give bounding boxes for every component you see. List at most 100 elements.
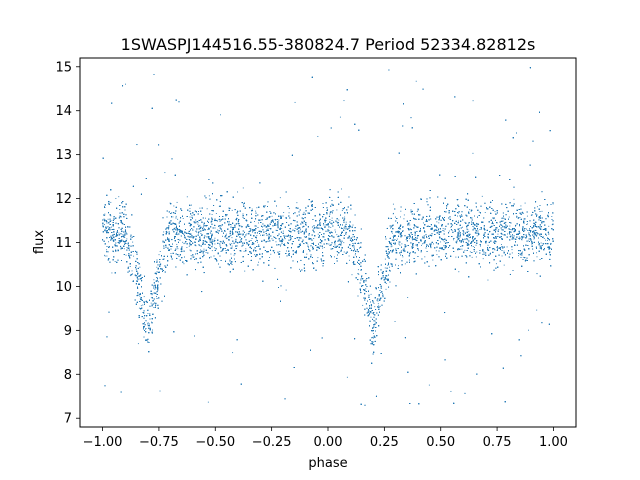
data-point: [219, 240, 221, 242]
data-point: [527, 245, 529, 247]
data-point: [186, 196, 188, 198]
data-point: [126, 238, 128, 240]
data-point: [530, 214, 532, 216]
data-point: [503, 250, 505, 252]
data-point: [271, 215, 273, 217]
data-point: [308, 237, 310, 239]
data-point: [446, 242, 448, 244]
data-point: [484, 212, 486, 213]
data-point: [372, 327, 374, 329]
data-point: [242, 187, 244, 189]
data-point: [135, 268, 137, 270]
data-point: [536, 206, 538, 208]
data-point: [482, 253, 484, 255]
data-point: [473, 251, 475, 252]
data-point: [285, 289, 287, 291]
data-point: [135, 269, 137, 271]
data-point: [139, 295, 141, 297]
data-point: [214, 243, 216, 245]
data-point: [285, 218, 287, 219]
data-point: [401, 243, 403, 245]
data-point: [240, 233, 242, 235]
data-point: [208, 195, 210, 197]
data-point: [440, 241, 442, 243]
data-point: [142, 328, 144, 330]
data-point: [338, 219, 340, 221]
data-point: [545, 239, 547, 241]
data-point: [328, 243, 330, 245]
data-point: [331, 222, 333, 224]
data-point: [205, 252, 207, 253]
data-point: [426, 244, 428, 246]
data-point: [171, 212, 173, 214]
data-point: [526, 224, 528, 225]
data-point: [170, 253, 172, 255]
data-point: [199, 207, 201, 209]
data-point: [103, 218, 105, 220]
data-point: [269, 257, 271, 258]
data-point: [458, 220, 459, 222]
data-point: [279, 197, 281, 199]
data-point: [255, 237, 257, 239]
data-point: [125, 254, 127, 256]
data-point: [107, 218, 109, 220]
chart-title: 1SWASPJ144516.55-380824.7 Period 52334.8…: [121, 35, 536, 54]
data-point: [390, 263, 392, 265]
data-point: [278, 233, 280, 235]
data-point: [145, 328, 147, 330]
data-point: [271, 238, 273, 240]
data-point: [217, 229, 219, 231]
data-point: [195, 222, 197, 224]
data-point: [127, 266, 129, 268]
data-point: [519, 217, 521, 219]
data-point: [189, 216, 191, 218]
data-point: [255, 225, 257, 227]
data-point: [547, 239, 548, 241]
data-point: [526, 215, 528, 217]
data-point: [428, 384, 430, 386]
data-point: [500, 220, 502, 222]
data-point: [374, 320, 376, 322]
data-point: [351, 274, 353, 276]
data-point: [272, 236, 274, 238]
data-point: [330, 211, 332, 213]
data-point: [286, 250, 287, 252]
data-point: [111, 272, 113, 274]
data-point: [137, 274, 139, 275]
data-point: [474, 237, 476, 239]
data-point: [381, 272, 383, 274]
data-point: [232, 352, 234, 354]
data-point: [297, 231, 299, 233]
data-point: [325, 224, 327, 226]
data-point: [306, 253, 308, 255]
data-point: [390, 263, 392, 264]
data-point: [269, 224, 271, 225]
data-point: [400, 250, 402, 252]
data-point: [432, 259, 434, 261]
data-point: [380, 292, 382, 294]
data-point: [346, 226, 348, 228]
data-point: [104, 254, 105, 256]
data-point: [396, 238, 398, 240]
data-point: [460, 246, 462, 247]
data-point: [114, 261, 116, 262]
data-point: [143, 296, 145, 298]
data-point: [299, 229, 301, 231]
data-point: [415, 80, 417, 82]
data-point: [257, 222, 259, 224]
data-point: [283, 212, 285, 213]
data-point: [415, 225, 417, 227]
data-point: [240, 225, 242, 227]
data-point: [467, 242, 469, 244]
data-point: [461, 214, 463, 216]
data-point: [394, 216, 396, 218]
data-point: [317, 135, 319, 137]
data-point: [533, 232, 535, 234]
data-points: [102, 67, 554, 406]
data-point: [436, 254, 438, 256]
data-point: [341, 188, 342, 190]
data-point: [230, 234, 232, 236]
data-point: [200, 249, 202, 251]
data-point: [502, 217, 504, 219]
data-point: [129, 236, 131, 238]
